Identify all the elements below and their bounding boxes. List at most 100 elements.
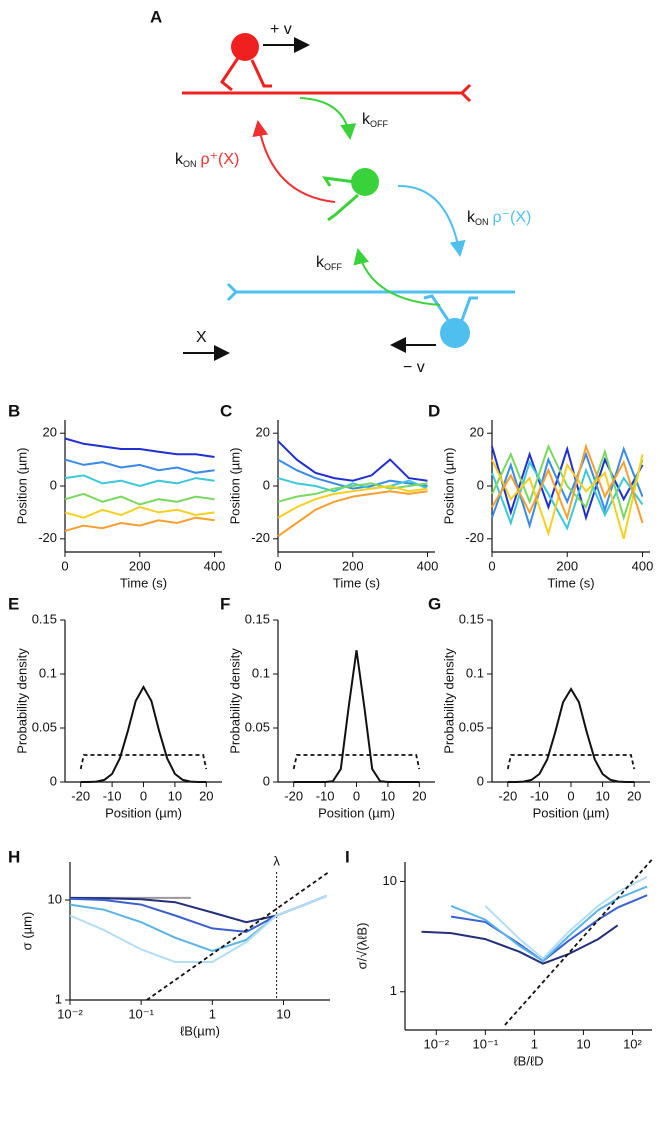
x-tick-label: 400 <box>204 558 226 573</box>
y-tick-label: 0.15 <box>245 611 270 626</box>
series-line <box>64 458 215 474</box>
x-axis-label: ℓB/ℓD <box>513 1053 543 1068</box>
series-line <box>64 492 215 506</box>
reference-label: λ <box>273 853 280 868</box>
y-tick-label: 1 <box>390 983 397 998</box>
series-line <box>277 477 428 493</box>
x-tick-label: 400 <box>632 558 654 573</box>
series-line <box>277 482 428 503</box>
y-axis-label: σ/√(λℓB) <box>354 923 369 970</box>
rate-k: k <box>467 209 476 226</box>
rate-sub: OFF <box>370 119 388 129</box>
y-tick-label: 10 <box>48 891 62 906</box>
x-axis-label: Time (s) <box>120 575 167 590</box>
y-tick-label: 0.1 <box>466 665 484 680</box>
green-legs <box>322 176 359 222</box>
y-tick-label: 0 <box>50 773 57 788</box>
diagram: A + v kOFF kON ρ⁺(X) kON ρ⁻(X) kOFF − v X <box>150 7 531 376</box>
red-motor <box>231 33 259 61</box>
arrow <box>252 120 336 203</box>
y-axis-label: Probability density <box>227 648 242 754</box>
x-tick-label: -10 <box>103 788 122 803</box>
x-tick-label: 20 <box>627 788 641 803</box>
x-tick-label: 200 <box>556 558 578 573</box>
y-axis-label: σ (µm) <box>19 912 34 951</box>
series-line <box>277 484 428 519</box>
series-line <box>491 443 644 522</box>
x-axis-label: Time (s) <box>547 575 594 590</box>
x-tick-label: 1 <box>209 1006 216 1021</box>
x-axis-label: ℓB(µm) <box>180 1023 220 1038</box>
rate: kOFF <box>316 254 342 272</box>
series-line <box>79 754 208 770</box>
series-line <box>484 876 648 960</box>
velocity: + v <box>270 21 292 38</box>
rate-sub: OFF <box>324 262 342 272</box>
x-tick-label: 10⁻² <box>57 1006 83 1021</box>
panel-label: C <box>220 401 232 420</box>
velocity: − v <box>403 359 425 376</box>
series-line <box>64 474 215 488</box>
arrow <box>397 184 466 257</box>
x-axis-label: Position (µm) <box>105 805 182 820</box>
x-tick-label: 1 <box>531 1036 538 1051</box>
x-tick-label: 0 <box>567 788 574 803</box>
green-motor <box>351 168 379 196</box>
y-tick-label: 1 <box>55 991 62 1006</box>
x-axis-label: Position (µm) <box>318 805 395 820</box>
rate-k: k <box>316 254 325 271</box>
y-tick-label: 10 <box>383 873 397 888</box>
panel-label: H <box>8 847 20 866</box>
series-line <box>421 924 619 965</box>
x-tick-label: -10 <box>530 788 549 803</box>
rate-sub: ON <box>183 159 197 169</box>
series-line <box>69 894 327 933</box>
x-tick-label: 200 <box>129 558 151 573</box>
series-line <box>450 894 648 963</box>
rate: kON ρ⁻(X) <box>467 209 531 227</box>
y-tick-label: 20 <box>256 425 270 440</box>
y-axis-label: Probability density <box>14 648 29 754</box>
y-axis-label: Position (µm) <box>227 448 242 525</box>
y-tick-label: -20 <box>465 530 484 545</box>
rate-sub: ON <box>475 217 489 227</box>
track-end <box>226 282 239 302</box>
series-line <box>277 490 428 538</box>
rate-density: ρ⁻(X) <box>493 209 532 226</box>
arrow <box>353 248 441 306</box>
rate-k: k <box>175 151 184 168</box>
x-tick-label: 400 <box>417 558 439 573</box>
panel-label: G <box>428 594 441 613</box>
x-tick-label: -20 <box>284 788 303 803</box>
x-tick-label: 10⁻² <box>423 1036 449 1051</box>
x-axis-label: Position (µm) <box>533 805 610 820</box>
x-tick-label: 10⁻¹ <box>473 1036 499 1051</box>
x-tick-label: 10² <box>623 1036 642 1051</box>
panel-label: F <box>220 594 230 613</box>
x-tick-label: 10 <box>576 1036 590 1051</box>
panel-label: B <box>8 401 20 420</box>
panel-label: I <box>345 847 350 866</box>
y-tick-label: 0 <box>263 773 270 788</box>
series-line <box>491 445 644 530</box>
arrow <box>299 97 357 140</box>
series-line <box>504 858 653 1026</box>
x-tick-label: 20 <box>412 788 426 803</box>
series-line <box>450 885 648 963</box>
y-tick-label: 0 <box>263 477 270 492</box>
y-tick-label: -20 <box>251 530 270 545</box>
x-tick-label: 0 <box>274 558 281 573</box>
track-end <box>459 83 472 103</box>
y-axis-label: Probability density <box>441 648 456 754</box>
y-tick-label: 0 <box>50 477 57 492</box>
y-tick-label: 0.15 <box>32 611 57 626</box>
series-line <box>491 459 644 531</box>
y-tick-label: 0.15 <box>459 611 484 626</box>
rate-density: ρ⁺(X) <box>201 151 240 168</box>
series-line <box>64 516 215 532</box>
x-tick-label: 20 <box>199 788 213 803</box>
x-tick-label: 10 <box>381 788 395 803</box>
x-tick-label: 200 <box>342 558 364 573</box>
x-tick-label: -20 <box>498 788 517 803</box>
